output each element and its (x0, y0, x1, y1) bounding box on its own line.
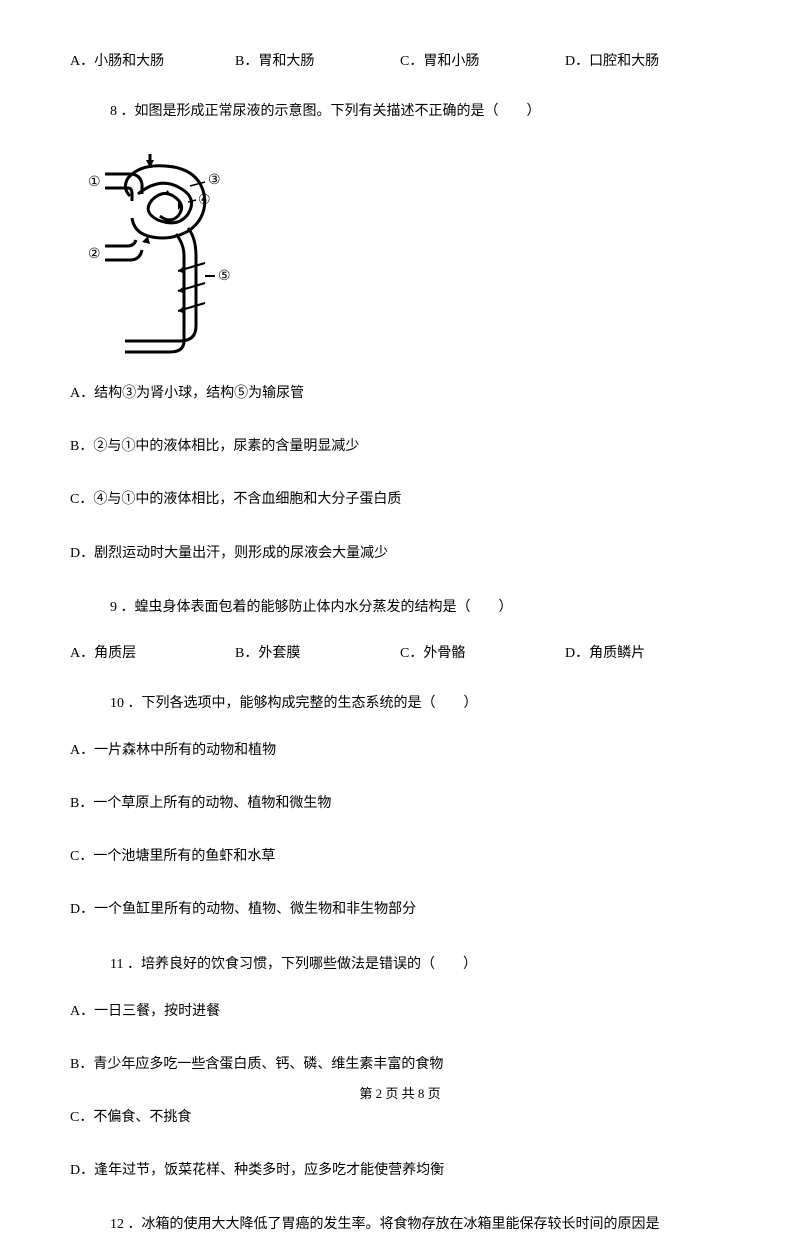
diagram-label-2: ② (88, 245, 101, 261)
q11-option-b: B．青少年应多吃一些含蛋白质、钙、磷、维生素丰富的食物 (70, 1052, 730, 1077)
page-footer: 第 2 页 共 8 页 (0, 1083, 800, 1102)
q7-options: A．小肠和大肠 B．胃和大肠 C．胃和小肠 D．口腔和大肠 (70, 50, 730, 70)
q8-option-a: A．结构③为肾小球，结构⑤为输尿管 (70, 381, 730, 406)
q7-option-c: C．胃和小肠 (400, 50, 565, 70)
diagram-label-1: ① (88, 173, 101, 189)
q9-stem: 9 ．蝗虫身体表面包着的能够防止体内水分蒸发的结构是（ ） (110, 594, 730, 622)
q12-stem: 12 ．冰箱的使用大大降低了胃癌的发生率。将食物存放在冰箱里能保存较长时间的原因… (110, 1211, 730, 1239)
q9-options: A．角质层 B．外套膜 C．外骨骼 D．角质鳞片 (70, 642, 730, 662)
nephron-diagram: ① ② ③ ④ ⑤ (70, 146, 250, 356)
diagram-label-5: ⑤ (218, 267, 231, 283)
q11-option-a: A．一日三餐，按时进餐 (70, 999, 730, 1024)
q9-option-a: A．角质层 (70, 642, 235, 662)
q10-option-d: D．一个鱼缸里所有的动物、植物、微生物和非生物部分 (70, 897, 730, 922)
q8-option-b: B．②与①中的液体相比，尿素的含量明显减少 (70, 434, 730, 459)
q8-diagram: ① ② ③ ④ ⑤ (70, 146, 730, 356)
q7-option-d: D．口腔和大肠 (565, 50, 730, 70)
q8-stem: 8 ．如图是形成正常尿液的示意图。下列有关描述不正确的是（ ） (110, 98, 730, 126)
q10-option-a: A．一片森林中所有的动物和植物 (70, 738, 730, 763)
q10-stem: 10 ．下列各选项中，能够构成完整的生态系统的是（ ） (110, 690, 730, 718)
q9-option-b: B．外套膜 (235, 642, 400, 662)
q11-option-c: C．不偏食、不挑食 (70, 1105, 730, 1130)
q9-option-c: C．外骨骼 (400, 642, 565, 662)
q10-option-b: B．一个草原上所有的动物、植物和微生物 (70, 791, 730, 816)
diagram-label-3: ③ (208, 171, 221, 187)
q8-option-d: D．剧烈运动时大量出汗，则形成的尿液会大量减少 (70, 541, 730, 566)
q11-stem: 11 ．培养良好的饮食习惯，下列哪些做法是错误的（ ） (110, 951, 730, 979)
q7-option-b: B．胃和大肠 (235, 50, 400, 70)
q8-option-c: C．④与①中的液体相比，不含血细胞和大分子蛋白质 (70, 487, 730, 512)
q11-option-d: D．逢年过节，饭菜花样、种类多时，应多吃才能使营养均衡 (70, 1158, 730, 1183)
q7-option-a: A．小肠和大肠 (70, 50, 235, 70)
diagram-label-4: ④ (198, 191, 211, 207)
q10-option-c: C．一个池塘里所有的鱼虾和水草 (70, 844, 730, 869)
q9-option-d: D．角质鳞片 (565, 642, 730, 662)
